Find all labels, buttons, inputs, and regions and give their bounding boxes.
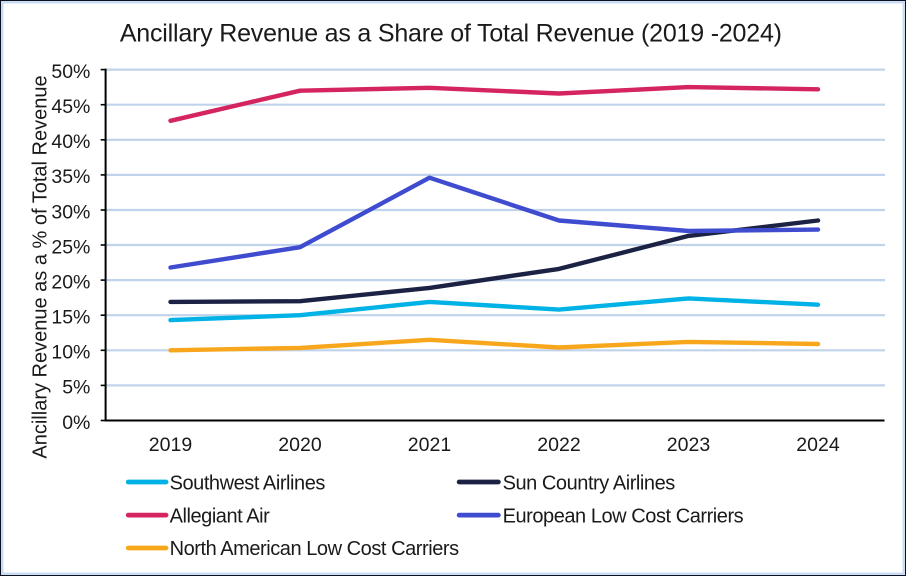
svg-text:40%: 40%: [51, 131, 90, 153]
svg-text:20%: 20%: [51, 271, 90, 293]
svg-text:2021: 2021: [408, 434, 451, 456]
svg-text:European Low Cost Carriers: European Low Cost Carriers: [503, 506, 744, 528]
svg-text:North American Low Cost Carrie: North American Low Cost Carriers: [170, 538, 459, 560]
svg-text:2023: 2023: [667, 434, 710, 456]
svg-text:Southwest Airlines: Southwest Airlines: [170, 472, 326, 494]
svg-text:45%: 45%: [51, 96, 90, 118]
svg-text:50%: 50%: [51, 61, 90, 83]
svg-text:35%: 35%: [51, 166, 90, 188]
svg-text:Ancillary Revenue as a Share o: Ancillary Revenue as a Share of Total Re…: [120, 20, 782, 48]
svg-text:Ancillary Revenue as a % of To: Ancillary Revenue as a % of Total Revenu…: [30, 75, 52, 458]
svg-text:2020: 2020: [278, 434, 322, 456]
svg-text:0%: 0%: [62, 412, 90, 434]
svg-text:30%: 30%: [51, 201, 90, 223]
svg-text:25%: 25%: [51, 236, 90, 258]
svg-text:15%: 15%: [51, 307, 90, 329]
svg-text:Allegiant Air: Allegiant Air: [170, 506, 271, 528]
svg-text:2019: 2019: [149, 434, 192, 456]
svg-text:2022: 2022: [537, 434, 580, 456]
svg-text:5%: 5%: [62, 377, 90, 399]
svg-text:Sun Country Airlines: Sun Country Airlines: [503, 472, 676, 494]
svg-text:2024: 2024: [796, 434, 840, 456]
svg-text:10%: 10%: [51, 342, 90, 364]
